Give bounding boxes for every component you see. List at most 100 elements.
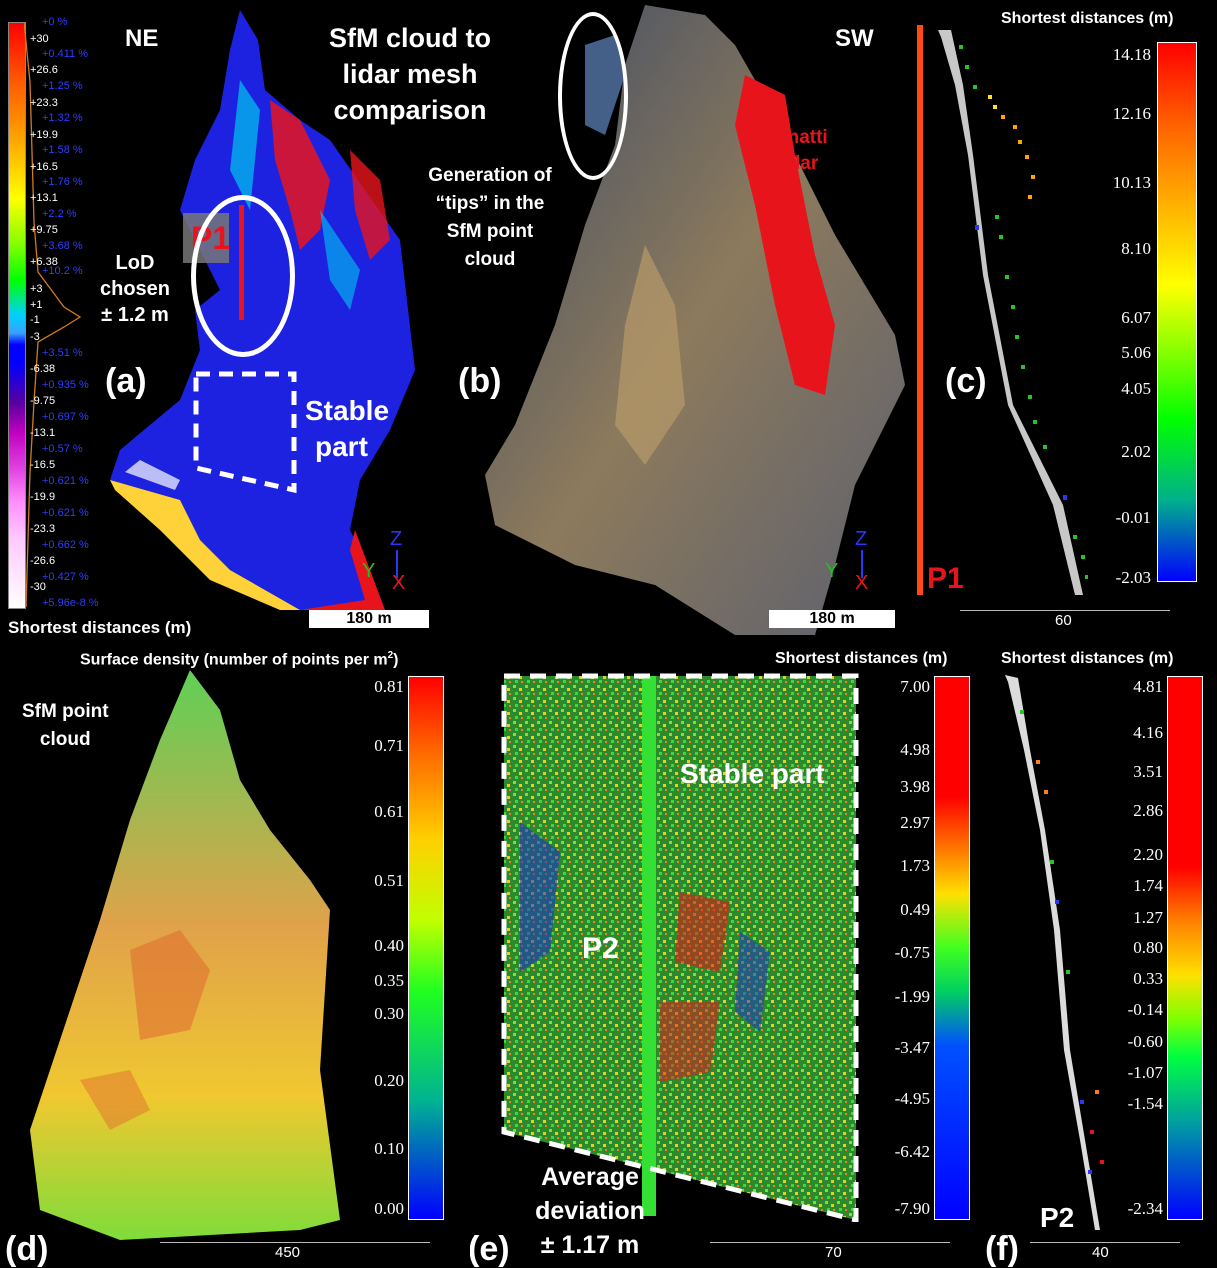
tick-label: +0.621 %	[42, 475, 89, 487]
lod-line-1: LoD	[115, 252, 155, 274]
scale-line-c	[960, 610, 1170, 611]
tick-label: +0.57 %	[42, 443, 83, 455]
bottom-title-a: Shortest distances (m)	[8, 618, 192, 637]
tick-label: 6.07	[1121, 308, 1151, 327]
tick-label: 0.20	[374, 1071, 404, 1090]
tick-label: -26.6	[30, 555, 56, 567]
tick-label: -1	[30, 314, 40, 326]
gen-line-1: Generation of	[428, 165, 552, 186]
avg-line-1: Average	[541, 1163, 639, 1191]
p1-line-c	[917, 25, 923, 595]
ne-label: NE	[125, 25, 159, 52]
tick-label: +5.96e-8 %	[42, 597, 99, 609]
ellipse-b	[558, 12, 628, 180]
tick-label: -30	[30, 581, 46, 593]
tick-label: 14.18	[1112, 45, 1151, 64]
tick-label: 1.27	[1133, 908, 1163, 927]
tick-label: 2.86	[1133, 801, 1163, 820]
title-f: Shortest distances (m)	[1001, 650, 1174, 667]
panel-label-b: (b)	[458, 362, 502, 400]
tick-label: 0.33	[1133, 969, 1163, 988]
tick-label: +3	[30, 283, 43, 295]
avg-line-3: ± 1.17 m	[540, 1231, 640, 1259]
gen-line-3: SfM point	[446, 221, 534, 242]
axis-x-a: X	[392, 572, 406, 594]
tick-label: 10.13	[1112, 173, 1151, 192]
profile-c	[938, 30, 1088, 595]
tick-label: +0.411 %	[42, 48, 88, 60]
colorbar-c	[1157, 42, 1197, 582]
tick-label: 2.20	[1133, 845, 1163, 864]
stable-part-box-a	[193, 371, 297, 494]
tick-label: 0.51	[374, 871, 404, 890]
tick-label: 0.71	[374, 736, 404, 755]
tick-label: 1.73	[900, 856, 930, 875]
tick-label: 5.06	[1121, 343, 1151, 362]
sw-label: SW	[835, 25, 874, 52]
tick-label: +0.662 %	[42, 539, 89, 551]
p2-label-e: P2	[582, 932, 619, 965]
gen-line-4: cloud	[464, 249, 516, 270]
tick-label: +0 %	[42, 16, 68, 28]
scale-label-d: 450	[275, 1244, 301, 1261]
average-deviation-label: Average deviation ± 1.17 m	[490, 1160, 690, 1262]
lod-line-2: chosen	[99, 278, 171, 300]
tick-label: +26.6	[30, 64, 58, 76]
tick-label: +13.1	[30, 192, 58, 204]
tick-label: -0.01	[1115, 508, 1151, 527]
scale-label-c: 60	[1055, 612, 1072, 629]
tick-label: 0.40	[374, 936, 404, 955]
title-line-2: lidar mesh	[342, 59, 478, 89]
tick-label: 7.00	[900, 677, 930, 696]
panel-label-d: (d)	[5, 1230, 49, 1268]
tick-label: 0.49	[900, 900, 930, 919]
panel-label-a: (a)	[105, 362, 147, 400]
title-d-sup: 2	[387, 650, 394, 661]
p1-label-c: P1	[927, 562, 964, 595]
axis-y-b: Y	[825, 560, 839, 582]
title-d: Surface density (number of points per m2…	[80, 650, 399, 669]
histogram-curve-a	[24, 22, 82, 607]
tick-label: -16.5	[30, 459, 56, 471]
tick-label: +0.427 %	[42, 571, 89, 583]
tick-label: -23.3	[30, 523, 56, 535]
panel-label-f: (f)	[985, 1230, 1019, 1268]
panel-f: P2 (f) Shortest distances (m) 4.81 4.16 3.…	[985, 640, 1217, 1268]
tick-label: +9.75	[30, 224, 58, 236]
tick-label: 0.35	[374, 971, 404, 990]
generation-label: Generation of “tips” in the SfM point cl…	[415, 162, 565, 274]
panel-d: (d) SfM point cloud Surface density (num…	[0, 640, 480, 1268]
tick-label: -1.54	[1127, 1094, 1163, 1113]
tick-label: 4.05	[1121, 379, 1151, 398]
lod-label: LoD chosen ± 1.2 m	[95, 250, 175, 328]
panel-a: +30 +26.6 +23.3 +19.9 +16.5 +13.1 +9.75 +6.38 +3…	[0, 0, 513, 640]
tick-label: 3.98	[900, 777, 930, 796]
axis-y-a: Y	[362, 560, 376, 582]
tick-label: 0.80	[1133, 938, 1163, 957]
p2-label-f: P2	[1040, 1202, 1075, 1233]
gen-line-2: “tips” in the	[435, 193, 545, 214]
tick-label: +0.621 %	[42, 507, 89, 519]
stable-line-1: Stable	[305, 395, 390, 426]
title-c: Shortest distances (m)	[1001, 10, 1174, 27]
sfm-cloud-label: SfM point cloud	[22, 698, 109, 754]
tick-label: -9.75	[30, 395, 56, 407]
tick-label: -0.14	[1127, 1000, 1163, 1019]
tick-label: +2.2 %	[42, 208, 77, 220]
colorbar-a	[8, 22, 26, 609]
tick-label: +19.9	[30, 129, 58, 141]
axis-z-line-b	[861, 550, 863, 578]
tick-label: -3.47	[894, 1038, 930, 1057]
title-e: Shortest distances (m)	[775, 650, 948, 667]
lod-line-3: ± 1.2 m	[101, 304, 169, 326]
tick-label: +0.935 %	[42, 379, 89, 391]
scale-label-f: 40	[1092, 1244, 1109, 1261]
scale-bar-a: 180 m	[309, 610, 429, 628]
title-line-3: comparison	[333, 95, 487, 125]
tick-label: 4.16	[1133, 723, 1163, 742]
panel-label-c: (c)	[945, 362, 987, 400]
tick-label: 0.81	[374, 677, 404, 696]
tick-label: -0.60	[1127, 1032, 1163, 1051]
stable-part-label-a: Stable part	[305, 393, 389, 465]
panel-label-e: (e)	[470, 1230, 510, 1268]
